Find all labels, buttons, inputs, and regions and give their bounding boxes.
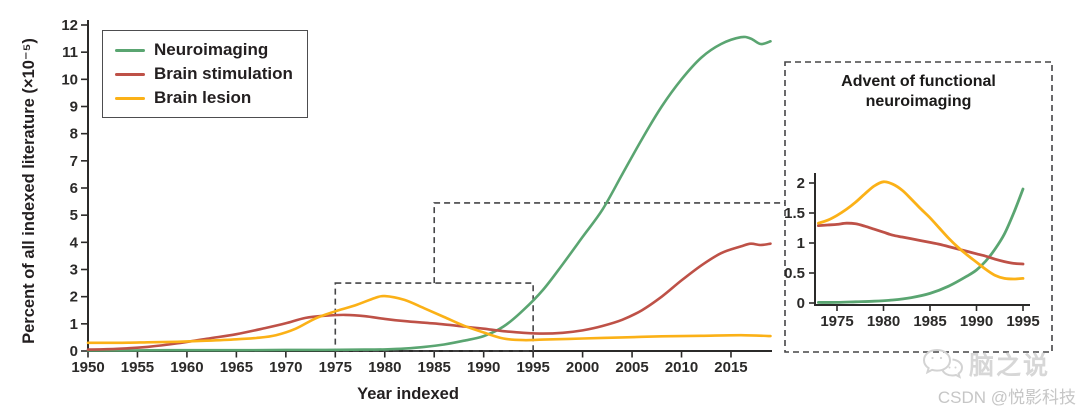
legend-item-neuroimaging: Neuroimaging — [115, 40, 303, 60]
svg-text:1995: 1995 — [1006, 313, 1039, 330]
svg-text:1950: 1950 — [71, 359, 104, 376]
watermark-credit: CSDN @悦影科技 — [937, 388, 1076, 407]
svg-text:7: 7 — [70, 153, 78, 170]
svg-text:1955: 1955 — [121, 359, 154, 376]
svg-text:3: 3 — [70, 261, 78, 278]
svg-text:2015: 2015 — [714, 359, 747, 376]
legend-item-brain-lesion: Brain lesion — [115, 88, 303, 108]
svg-text:8: 8 — [70, 126, 78, 143]
svg-text:2005: 2005 — [615, 359, 648, 376]
watermark-row: 脑之说 — [922, 346, 1050, 382]
svg-text:1985: 1985 — [418, 359, 451, 376]
legend-item-brain-stimulation: Brain stimulation — [115, 64, 303, 84]
watermark-brand: 脑之说 — [968, 352, 1050, 380]
legend-swatch-brain-lesion — [115, 96, 145, 100]
svg-text:1975: 1975 — [319, 359, 352, 376]
svg-text:1990: 1990 — [960, 313, 993, 330]
svg-text:1965: 1965 — [220, 359, 253, 376]
svg-text:1995: 1995 — [516, 359, 549, 376]
brain-stimulation-line — [817, 221, 1025, 266]
svg-text:0: 0 — [797, 295, 805, 312]
wechat-bubbles-icon — [922, 348, 963, 379]
watermark: 脑之说 CSDN @悦影科技 — [922, 346, 1076, 408]
svg-text:1985: 1985 — [913, 313, 946, 330]
svg-text:0: 0 — [70, 343, 78, 360]
brain-lesion-line — [86, 294, 772, 345]
svg-text:9: 9 — [70, 98, 78, 115]
svg-text:12: 12 — [61, 17, 78, 34]
y-axis-title: Percent of all indexed literature (×10⁻⁵… — [20, 38, 38, 344]
svg-text:4: 4 — [70, 234, 79, 251]
svg-text:1960: 1960 — [170, 359, 203, 376]
inset-y-ticks: 0 0.5 1 1.5 2 — [784, 175, 815, 312]
svg-text:1: 1 — [797, 235, 805, 252]
svg-text:1980: 1980 — [368, 359, 401, 376]
zoom-connector — [433, 202, 785, 284]
svg-text:1970: 1970 — [269, 359, 302, 376]
inset-x-ticks: 1975 1980 1985 1990 1995 — [820, 305, 1040, 330]
svg-text:0.5: 0.5 — [784, 265, 805, 282]
svg-text:1975: 1975 — [820, 313, 853, 330]
legend-swatch-neuroimaging — [115, 48, 145, 52]
zoom-region-box — [334, 282, 534, 352]
svg-text:2: 2 — [797, 175, 805, 192]
legend-label: Brain stimulation — [154, 64, 293, 83]
inset-series — [817, 180, 1025, 304]
main-series — [86, 35, 772, 352]
brain-lesion-line — [817, 180, 1025, 281]
legend: Neuroimaging Brain stimulation Brain les… — [102, 30, 308, 118]
neuroimaging-line — [86, 35, 772, 352]
svg-text:2000: 2000 — [566, 359, 599, 376]
svg-text:11: 11 — [62, 44, 78, 61]
svg-text:5: 5 — [70, 207, 78, 224]
svg-text:1.5: 1.5 — [784, 205, 805, 222]
svg-text:1980: 1980 — [867, 313, 900, 330]
x-axis-title: Year indexed — [357, 385, 459, 403]
main-x-ticks: 1950 1955 1960 1965 1970 1975 1980 1985 1990 1995… — [71, 351, 748, 376]
svg-text:1: 1 — [70, 316, 78, 333]
brain-stimulation-line — [86, 242, 772, 351]
svg-text:2: 2 — [70, 289, 78, 306]
inset: 0 0.5 1 1.5 2 1975 1980 1985 1990 1995 — [784, 61, 1053, 353]
neuroimaging-line — [817, 187, 1025, 304]
svg-text:6: 6 — [70, 180, 78, 197]
legend-label: Brain lesion — [154, 88, 252, 107]
svg-text:10: 10 — [61, 71, 78, 88]
svg-text:2010: 2010 — [665, 359, 698, 376]
zoom-callout — [334, 202, 785, 352]
inset-title: Advent of functional neuroimaging — [841, 73, 996, 110]
legend-label: Neuroimaging — [154, 40, 269, 59]
svg-text:1990: 1990 — [467, 359, 500, 376]
legend-swatch-brain-stimulation — [115, 72, 145, 76]
